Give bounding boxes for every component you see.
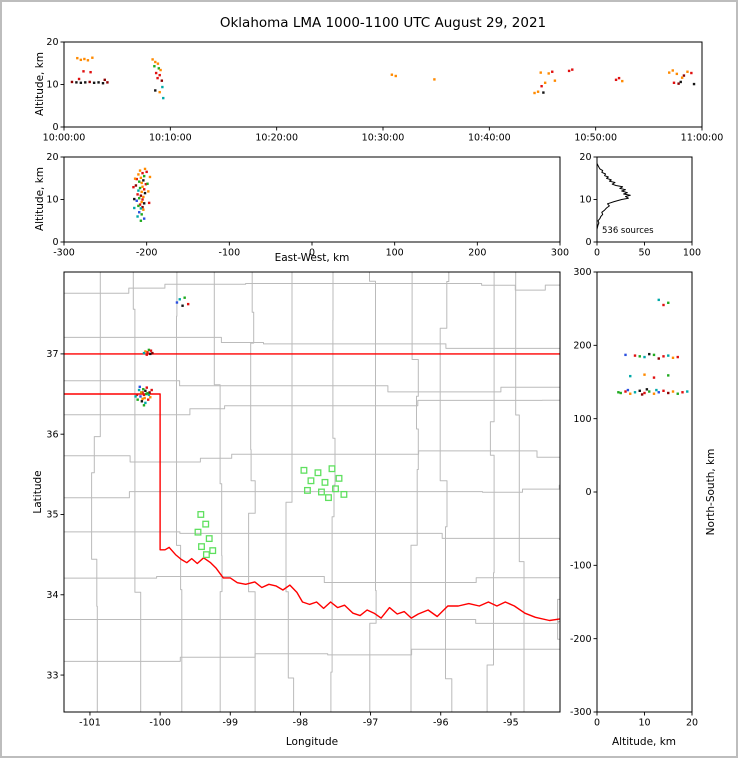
xlabel-ns-height: Altitude, km bbox=[611, 736, 677, 748]
sources-count-label: 536 sources bbox=[602, 226, 654, 236]
svg-text:0: 0 bbox=[585, 237, 591, 248]
svg-text:-100: -100 bbox=[219, 248, 241, 259]
svg-text:0: 0 bbox=[309, 248, 315, 259]
svg-text:20: 20 bbox=[579, 152, 591, 163]
svg-text:37: 37 bbox=[46, 349, 58, 360]
ew-height-panel: -300 -200 -100 0 100 200 300 0 10 20 bbox=[46, 152, 569, 258]
svg-text:-200: -200 bbox=[136, 248, 158, 259]
svg-text:300: 300 bbox=[573, 267, 591, 278]
svg-text:0: 0 bbox=[594, 248, 600, 259]
time-height-panel: 10:00:00 10:10:00 10:20:00 10:30:00 10:40:00… bbox=[43, 37, 724, 143]
map-panel: -101 -100 -99 -98 -97 -96 -95 33 34 35 36 37 bbox=[46, 271, 561, 729]
svg-text:10:50:00: 10:50:00 bbox=[574, 133, 617, 144]
svg-text:-200: -200 bbox=[570, 634, 592, 645]
svg-text:20: 20 bbox=[46, 152, 58, 163]
xlabel-map: Longitude bbox=[285, 736, 339, 748]
svg-text:10:00:00: 10:00:00 bbox=[43, 133, 86, 144]
svg-text:-100: -100 bbox=[570, 561, 592, 572]
ylabel-ew-height: Altitude, km bbox=[34, 166, 46, 232]
svg-text:200: 200 bbox=[468, 248, 486, 259]
svg-text:-96: -96 bbox=[433, 718, 449, 729]
svg-text:20: 20 bbox=[46, 37, 58, 48]
svg-text:10:20:00: 10:20:00 bbox=[255, 133, 298, 144]
svg-text:-99: -99 bbox=[223, 718, 239, 729]
svg-text:0: 0 bbox=[594, 718, 600, 729]
ylabel-map: Latitude bbox=[32, 470, 44, 514]
altitude-histogram-panel: 0 50 100 0 10 20 bbox=[579, 152, 701, 258]
svg-text:10:10:00: 10:10:00 bbox=[149, 133, 192, 144]
svg-text:-100: -100 bbox=[149, 718, 171, 729]
svg-text:10: 10 bbox=[46, 195, 58, 206]
figure-title: Oklahoma LMA 1000-1100 UTC August 29, 20… bbox=[219, 15, 547, 31]
svg-text:100: 100 bbox=[683, 248, 701, 259]
lma-station-markers bbox=[194, 465, 348, 559]
svg-text:10: 10 bbox=[638, 718, 650, 729]
ylabel-ns-height: North-South, km bbox=[705, 448, 717, 536]
svg-text:34: 34 bbox=[46, 590, 58, 601]
svg-text:10: 10 bbox=[46, 80, 58, 91]
svg-text:100: 100 bbox=[386, 248, 404, 259]
svg-text:10:30:00: 10:30:00 bbox=[362, 133, 405, 144]
svg-text:-101: -101 bbox=[79, 718, 101, 729]
svg-text:36: 36 bbox=[46, 429, 58, 440]
svg-text:-300: -300 bbox=[570, 707, 592, 718]
svg-text:0: 0 bbox=[52, 237, 58, 248]
xlabel-ew-height: East-West, km bbox=[274, 252, 350, 264]
svg-text:0: 0 bbox=[585, 487, 591, 498]
svg-text:-95: -95 bbox=[503, 718, 519, 729]
svg-text:20: 20 bbox=[686, 718, 698, 729]
svg-text:11:00:00: 11:00:00 bbox=[681, 133, 724, 144]
svg-text:100: 100 bbox=[573, 414, 591, 425]
state-border bbox=[64, 353, 560, 622]
svg-text:10:40:00: 10:40:00 bbox=[468, 133, 511, 144]
svg-text:-98: -98 bbox=[293, 718, 309, 729]
lma-source-points bbox=[134, 296, 190, 407]
svg-text:50: 50 bbox=[638, 248, 650, 259]
ns-height-panel: 0 10 20 -300 -200 -100 0 100 200 300 bbox=[570, 267, 698, 728]
ylabel-time-height: Altitude, km bbox=[34, 51, 46, 117]
svg-text:-97: -97 bbox=[363, 718, 379, 729]
county-boundaries bbox=[64, 272, 560, 712]
svg-text:200: 200 bbox=[573, 341, 591, 352]
svg-text:-300: -300 bbox=[53, 248, 75, 259]
svg-text:33: 33 bbox=[46, 670, 58, 681]
svg-text:0: 0 bbox=[52, 122, 58, 133]
svg-text:10: 10 bbox=[579, 195, 591, 206]
svg-text:300: 300 bbox=[551, 248, 569, 259]
svg-text:35: 35 bbox=[46, 510, 58, 521]
